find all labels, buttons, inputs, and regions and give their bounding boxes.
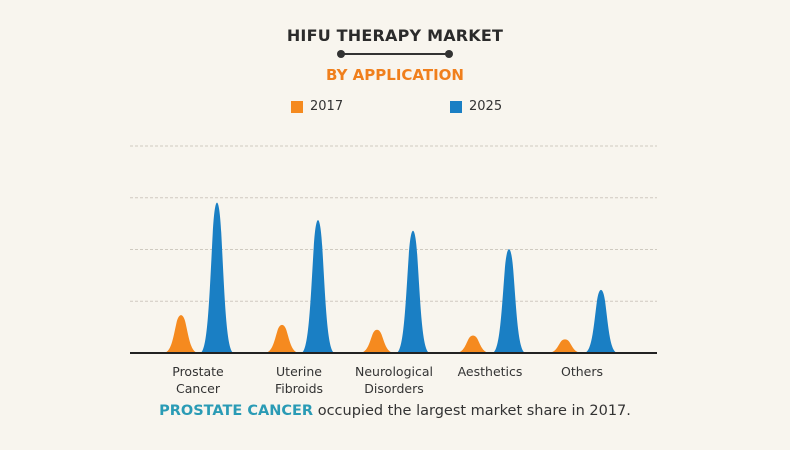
x-tick-label: Cancer [176, 381, 221, 396]
peak-2025-1 [301, 220, 335, 353]
legend-label-2025: 2025 [469, 99, 503, 114]
x-tick-label: Others [561, 364, 603, 379]
peak-2025-3 [492, 249, 526, 353]
x-tick-label: Prostate [172, 364, 224, 379]
legend-item-2017: 2017 [291, 99, 343, 114]
chart-subtitle: BY APPLICATION [325, 66, 464, 84]
peak-2017-4 [547, 339, 583, 353]
peak-2017-3 [455, 335, 491, 353]
legend-item-2025: 2025 [450, 99, 502, 114]
peak-2017-2 [359, 329, 395, 353]
caption-highlight: PROSTATE CANCER [159, 403, 314, 419]
caption: PROSTATE CANCER occupied the largest mar… [0, 403, 790, 419]
x-tick-label: Neurological [355, 364, 433, 379]
x-tick-label: Fibroids [275, 381, 323, 396]
peak-2025-4 [584, 289, 618, 353]
legend-swatch-2017 [291, 100, 303, 113]
x-tick-label: Aesthetics [458, 364, 523, 379]
x-tick-label: Disorders [364, 381, 423, 396]
chart-title: HIFU THERAPY MARKET [286, 26, 504, 45]
divider-dot-right [445, 50, 453, 58]
peak-2025-0 [200, 202, 234, 353]
caption-text: occupied the largest market share in 201… [313, 403, 631, 419]
peak-2017-0 [163, 315, 199, 353]
title-divider [337, 50, 453, 58]
peak-2025-2 [396, 230, 430, 353]
peak-2017-1 [264, 324, 300, 353]
divider-dot-left [337, 50, 345, 58]
legend-swatch-2025 [450, 100, 462, 113]
legend-label-2017: 2017 [310, 99, 344, 114]
x-tick-label: Uterine [276, 364, 322, 379]
